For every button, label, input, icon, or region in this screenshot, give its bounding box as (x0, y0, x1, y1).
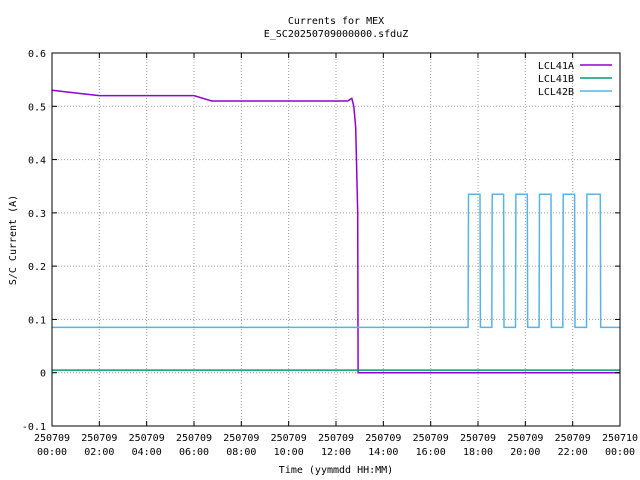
y-tick-label: 0.5 (28, 102, 46, 113)
chart-title: Currents for MEX (288, 16, 384, 27)
legend: LCL41A LCL41B LCL42B (538, 61, 612, 98)
x-tick-label-date: 250709 (176, 433, 212, 444)
x-tick-label-time: 20:00 (510, 447, 540, 458)
x-tick-label-date: 250709 (81, 433, 117, 444)
x-tick-label-date: 250709 (271, 433, 307, 444)
x-tick-label-date: 250709 (223, 433, 259, 444)
y-tick-label: 0.1 (28, 315, 46, 326)
series-lcl41a-line (51, 89, 620, 374)
x-axis-label: Time (yymmdd HH:MM) (279, 465, 393, 476)
x-tick-label-date: 250709 (555, 433, 591, 444)
x-tick-label-time: 14:00 (368, 447, 398, 458)
x-tick-label-time: 18:00 (463, 447, 493, 458)
x-tick-label-time: 12:00 (321, 447, 351, 458)
x-tick-label-time: 10:00 (274, 447, 304, 458)
y-tick-label: 0.6 (28, 49, 46, 60)
y-tick-label: 0.2 (28, 262, 46, 273)
legend-lcl41a-label: LCL41A (538, 61, 574, 72)
x-tick-label-time: 16:00 (416, 447, 446, 458)
legend-lcl41b-label: LCL41B (538, 74, 574, 85)
x-tick-label-date: 250709 (507, 433, 543, 444)
x-tick-label-date: 250709 (365, 433, 401, 444)
x-tick-label-time: 08:00 (226, 447, 256, 458)
y-axis-label: S/C Current (A) (8, 195, 19, 285)
series-lcl42b-line (52, 193, 620, 329)
y-tick-label: 0.3 (28, 209, 46, 220)
y-tick-label: 0.4 (28, 156, 46, 167)
x-tick-label-time: 06:00 (179, 447, 209, 458)
x-tick-label-date: 250709 (34, 433, 70, 444)
x-tick-label-date: 250710 (602, 433, 638, 444)
x-tick-label-time: 00:00 (605, 447, 635, 458)
y-tick-label: -0.1 (22, 422, 46, 433)
x-tick-label-time: 04:00 (132, 447, 162, 458)
x-tick-label-time: 22:00 (558, 447, 588, 458)
grid (52, 53, 620, 426)
x-tick-label-date: 250709 (318, 433, 354, 444)
chart-subtitle: E_SC20250709000000.sfduZ (264, 29, 409, 40)
series-layer (51, 89, 620, 374)
x-tick-label-date: 250709 (460, 433, 496, 444)
x-tick-label-date: 250709 (129, 433, 165, 444)
legend-lcl42b-label: LCL42B (538, 87, 574, 98)
x-tick-label-time: 02:00 (84, 447, 114, 458)
x-tick-label-time: 00:00 (37, 447, 67, 458)
x-tick-label-date: 250709 (413, 433, 449, 444)
axis-ticks: -0.1 0 0.1 0.2 0.3 0.4 0.5 0.6 250709 00:00 250709… (22, 49, 638, 458)
y-tick-label: 0 (40, 369, 46, 380)
